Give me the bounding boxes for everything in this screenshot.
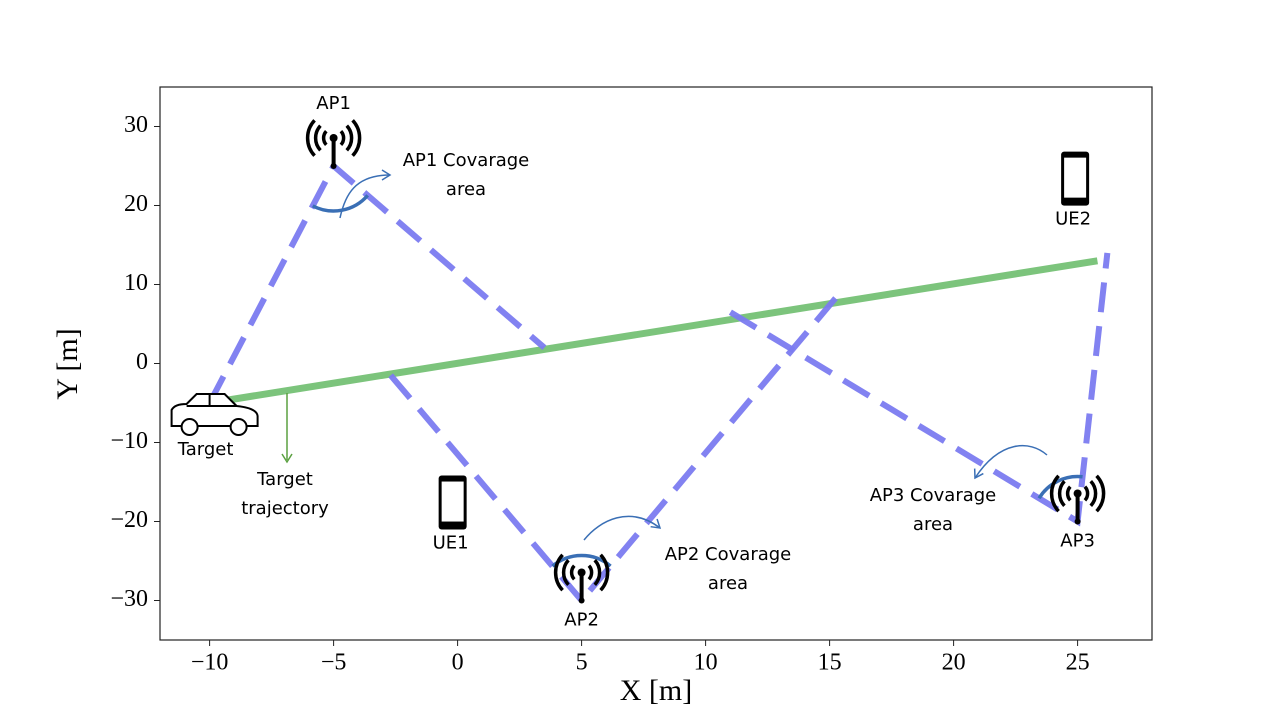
annotation-text: area bbox=[446, 179, 486, 200]
annotation-text: area bbox=[708, 573, 748, 594]
x-tick-label: 15 bbox=[818, 650, 842, 676]
antenna-dot bbox=[329, 134, 338, 142]
annotation-text: AP2 Covarage bbox=[665, 544, 792, 565]
beam-line bbox=[206, 161, 547, 405]
antenna-wave bbox=[599, 553, 610, 592]
y-tick-label: −20 bbox=[110, 507, 148, 533]
arrow-head bbox=[281, 453, 293, 464]
arrow-head bbox=[650, 518, 662, 529]
y-tick-label: 30 bbox=[124, 112, 148, 138]
annotation-text: AP3 Covarage bbox=[870, 485, 997, 506]
annotation-text: Target bbox=[256, 469, 313, 490]
node-label: AP2 bbox=[564, 610, 599, 631]
x-tick-label: 25 bbox=[1066, 650, 1090, 676]
x-tick-label: −10 bbox=[191, 650, 229, 676]
beam-line bbox=[388, 294, 840, 606]
x-axis-label: X [m] bbox=[620, 674, 692, 707]
antenna-wave bbox=[561, 559, 570, 586]
phone-screen bbox=[441, 481, 464, 522]
node-car bbox=[170, 393, 259, 436]
phone-screen bbox=[1064, 157, 1087, 198]
coverage-arc bbox=[311, 194, 370, 213]
y-tick-label: 10 bbox=[124, 270, 148, 296]
arrow-head bbox=[381, 169, 392, 181]
node-label: UE1 bbox=[433, 533, 469, 554]
annotation-text: area bbox=[913, 514, 953, 535]
antenna-base bbox=[1074, 518, 1081, 525]
node-ap bbox=[553, 553, 610, 604]
y-tick-label: 0 bbox=[136, 349, 148, 375]
node-ap bbox=[1049, 474, 1106, 525]
coverage-arc bbox=[1037, 474, 1083, 500]
annotation-text: trajectory bbox=[241, 498, 329, 519]
antenna-wave bbox=[1049, 474, 1060, 513]
antenna-base bbox=[330, 163, 337, 169]
antenna-wave bbox=[569, 564, 576, 581]
car-wheel bbox=[180, 418, 199, 436]
annotation-arrow bbox=[339, 174, 391, 219]
y-tick-label: −10 bbox=[110, 428, 148, 454]
y-tick-label: −30 bbox=[110, 586, 148, 612]
x-tick-label: 10 bbox=[694, 650, 718, 676]
antenna-base bbox=[578, 597, 585, 604]
antenna-wave bbox=[313, 124, 322, 152]
x-tick-label: 20 bbox=[942, 650, 966, 676]
antenna-wave bbox=[1083, 485, 1090, 502]
arrow-head bbox=[973, 468, 984, 480]
y-tick-label: 20 bbox=[124, 191, 148, 217]
antenna-wave bbox=[553, 553, 564, 592]
node-label: AP3 bbox=[1060, 531, 1095, 552]
antenna-wave bbox=[339, 129, 346, 147]
antenna-wave bbox=[321, 129, 328, 147]
node-phone bbox=[1061, 151, 1090, 206]
annotation-arrow bbox=[974, 444, 1048, 479]
trajectory-line bbox=[209, 257, 1098, 407]
antenna-wave bbox=[1065, 485, 1072, 502]
x-tick-label: −5 bbox=[321, 650, 347, 676]
antenna-dot bbox=[1073, 489, 1082, 498]
car-wheel bbox=[229, 418, 248, 436]
annotation-text: AP1 Covarage bbox=[403, 150, 530, 171]
antenna-wave bbox=[351, 119, 362, 157]
antenna-wave bbox=[593, 559, 602, 586]
antenna-wave bbox=[1057, 480, 1066, 507]
x-tick-label: 5 bbox=[576, 650, 588, 676]
plot-frame bbox=[159, 86, 1153, 641]
beam-line bbox=[728, 252, 1111, 527]
antenna-wave bbox=[305, 119, 316, 157]
antenna-wave bbox=[1089, 480, 1098, 507]
node-label: AP1 bbox=[316, 93, 351, 114]
node-label: Target bbox=[177, 439, 234, 460]
x-tick-label: 0 bbox=[452, 650, 464, 676]
y-axis-label: Y [m] bbox=[51, 328, 84, 399]
node-phone bbox=[438, 475, 467, 530]
antenna-dot bbox=[577, 568, 586, 577]
node-label: UE2 bbox=[1055, 209, 1091, 230]
car-body bbox=[170, 393, 259, 427]
node-ap bbox=[305, 119, 362, 169]
antenna-wave bbox=[587, 564, 594, 581]
annotation-arrow bbox=[583, 515, 661, 541]
antenna-wave bbox=[1095, 474, 1106, 513]
antenna-wave bbox=[345, 124, 354, 152]
